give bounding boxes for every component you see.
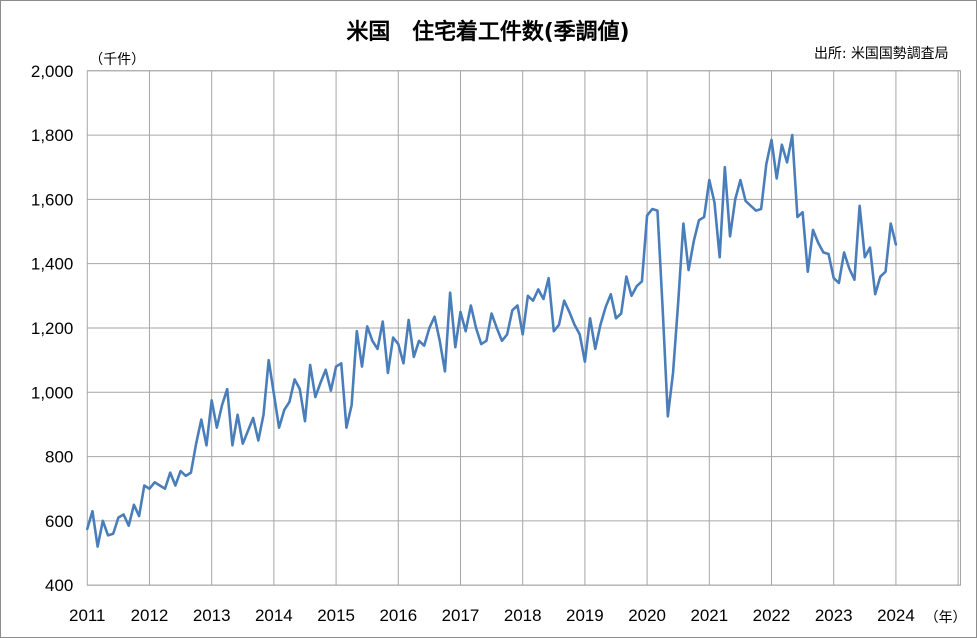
x-unit-label: （年）: [925, 610, 967, 626]
plot-area: [86, 70, 962, 586]
x-tick-label: 2023: [815, 606, 853, 625]
y-tick-label: 2,000: [31, 62, 73, 81]
x-tick-label: 2014: [255, 606, 293, 625]
chart-title: 米国 住宅着工件数(季調値): [346, 19, 629, 45]
x-tick-label: 2017: [442, 606, 480, 625]
y-tick-label: 1,600: [31, 190, 73, 209]
y-axis-ticks: 400 600 800 1,000 1,200 1,400 1,600 1,800 2,000: [31, 62, 73, 595]
x-tick-label: 2016: [379, 606, 417, 625]
x-axis-ticks: 2011 2012 2013 2014 2015 2016 2017 2018 2019 2020…: [69, 606, 915, 625]
y-tick-label: 400: [45, 576, 73, 595]
housing-starts-line: [85, 133, 898, 548]
y-tick-label: 800: [45, 448, 73, 467]
x-tick-label: 2011: [69, 606, 105, 625]
x-tick-label: 2019: [566, 606, 604, 625]
y-tick-label: 600: [45, 512, 73, 531]
y-tick-label: 1,000: [31, 383, 73, 402]
source-note: 出所: 米国国勢調査局: [814, 46, 949, 62]
x-tick-label: 2021: [690, 606, 728, 625]
x-tick-label: 2020: [628, 606, 666, 625]
y-tick-label: 1,400: [31, 255, 73, 274]
gridlines: [87, 70, 961, 586]
x-tick-label: 2012: [131, 606, 169, 625]
x-tick-label: 2013: [193, 606, 231, 625]
y-unit-label: （千件）: [89, 52, 145, 68]
x-tick-label: 2015: [317, 606, 355, 625]
x-tick-label: 2018: [504, 606, 542, 625]
y-tick-label: 1,800: [31, 126, 73, 145]
y-tick-label: 1,200: [31, 319, 73, 338]
x-tick-label: 2024: [877, 606, 915, 625]
x-tick-label: 2022: [753, 606, 791, 625]
